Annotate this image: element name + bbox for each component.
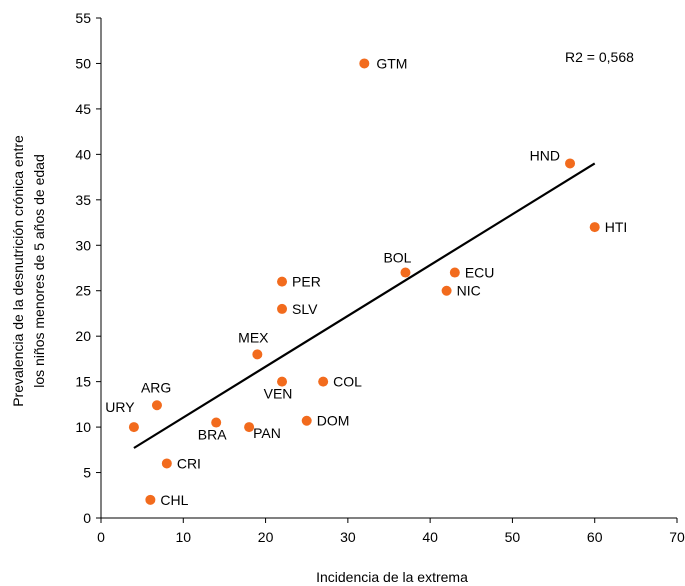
data-point — [252, 349, 263, 360]
data-point — [128, 422, 139, 433]
y-tick-label: 40 — [75, 146, 91, 162]
point-label: SLV — [292, 301, 318, 317]
data-point — [244, 422, 255, 433]
data-point — [277, 303, 288, 314]
data-point — [359, 58, 370, 69]
data-point — [318, 376, 329, 387]
data-point — [161, 458, 172, 469]
data-point — [301, 415, 312, 426]
tick-labels: 0 10 20 30 40 50 60 70 0 5 10 15 20 25 30 35 40 45 50 55 — [75, 10, 685, 545]
point-label: PER — [292, 274, 321, 290]
point-label: HTI — [605, 219, 628, 235]
x-axis-title: Incidencia de la extrema — [316, 569, 468, 585]
y-tick-label: 55 — [75, 10, 91, 26]
y-tick-label: 20 — [75, 328, 91, 344]
x-tick-label: 10 — [175, 529, 191, 545]
point-label: MEX — [238, 329, 269, 345]
x-tick-label: 20 — [258, 529, 274, 545]
point-label: NIC — [457, 283, 481, 299]
trend-line — [133, 162, 596, 449]
data-point — [441, 285, 452, 296]
y-axis-title-line-2: los niños menores de 5 años de edad — [31, 154, 47, 388]
point-label: PAN — [253, 425, 281, 441]
data-points — [128, 58, 600, 505]
x-tick-label: 0 — [97, 529, 105, 545]
y-tick-label: 30 — [75, 237, 91, 253]
y-tick-label: 15 — [75, 374, 91, 390]
x-tick-label: 30 — [340, 529, 356, 545]
y-tick-label: 10 — [75, 419, 91, 435]
point-label: ARG — [141, 379, 171, 395]
data-point — [151, 400, 162, 411]
y-tick-label: 45 — [75, 101, 91, 117]
point-label: VEN — [264, 386, 293, 402]
data-point — [565, 158, 576, 169]
point-labels: GTM HND HTI BOL ECU NIC PER SLV MEX VEN COL ARG URY B… — [105, 55, 627, 507]
data-point — [145, 494, 156, 505]
data-point — [449, 267, 460, 278]
y-axis-title-line-1: Prevalencia de la desnutrición crónica e… — [10, 135, 26, 407]
point-label: BOL — [383, 250, 411, 266]
data-point — [400, 267, 411, 278]
x-tick-label: 40 — [422, 529, 438, 545]
y-tick-label: 0 — [83, 510, 91, 526]
x-tick-label: 60 — [587, 529, 603, 545]
point-label: COL — [333, 374, 362, 390]
y-tick-label: 35 — [75, 192, 91, 208]
data-point — [589, 222, 600, 233]
y-tick-label: 25 — [75, 283, 91, 299]
point-label: HND — [530, 147, 560, 163]
point-label: DOM — [317, 413, 350, 429]
point-label: GTM — [376, 55, 407, 71]
axes — [96, 17, 678, 523]
point-label: CRI — [177, 455, 201, 471]
point-label: URY — [105, 399, 135, 415]
data-point — [211, 417, 222, 428]
y-tick-label: 50 — [75, 55, 91, 71]
point-label: CHL — [160, 492, 188, 508]
point-label: ECU — [465, 265, 495, 281]
x-tick-label: 70 — [669, 529, 685, 545]
y-tick-label: 5 — [83, 465, 91, 481]
data-point — [277, 276, 288, 287]
x-tick-label: 50 — [505, 529, 521, 545]
r2-annotation: R2 = 0,568 — [565, 49, 634, 65]
point-label: BRA — [198, 427, 227, 443]
data-point — [277, 376, 288, 387]
